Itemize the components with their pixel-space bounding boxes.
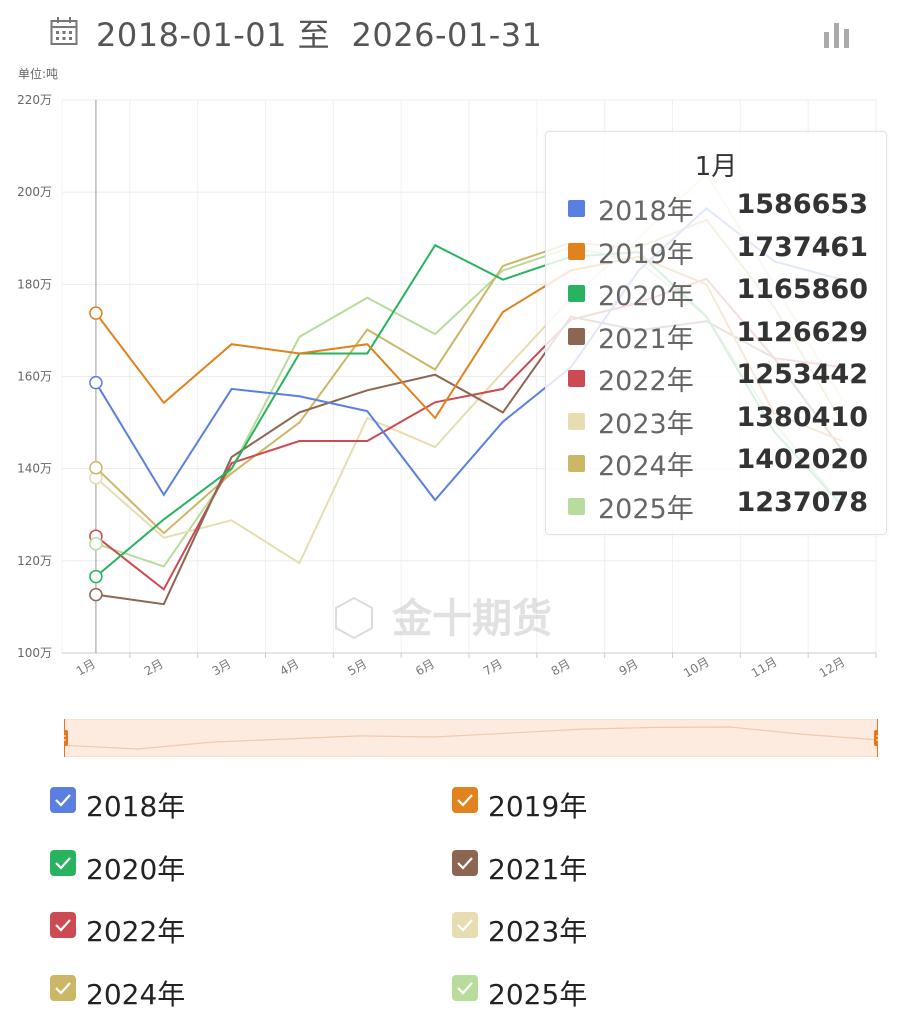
tooltip-row: 2021年 1126629	[568, 315, 868, 355]
zoom-handle-left[interactable]	[64, 719, 68, 757]
legend-label: 2021年	[488, 852, 588, 886]
legend-item[interactable]: 2025年	[452, 973, 712, 1011]
tooltip-row: 2019年 1737461	[568, 230, 868, 270]
y-tick-label: 120万	[17, 554, 52, 568]
tooltip-title: 1月	[694, 152, 738, 182]
x-tick-label: 2月	[142, 657, 166, 679]
tooltip-row: 2024年 1402020	[568, 442, 868, 482]
zoom-selected-range[interactable]	[64, 719, 878, 757]
tooltip-value: 1737461	[736, 231, 868, 263]
tooltip-value: 1126629	[736, 316, 868, 348]
checkbox-checked-icon[interactable]	[452, 974, 478, 1001]
x-tick-label: 12月	[817, 655, 848, 681]
tooltip-value: 1165860	[736, 274, 868, 305]
tooltip-swatch	[568, 200, 585, 217]
date-range-text[interactable]: 2018-01-01 至 2026-01-31	[96, 10, 542, 56]
highlight-point[interactable]	[89, 375, 103, 390]
legend-label: 2022年	[86, 915, 186, 948]
legend-item[interactable]: 2020年	[50, 848, 310, 886]
tooltip-row: 2022年 1253442	[568, 357, 868, 397]
chart-tooltip: 1月 2018年 1586653 2019年 1737461 2020年 1165860 2…	[545, 131, 887, 535]
y-tick-label: 140万	[17, 462, 52, 476]
tooltip-value: 1237078	[736, 486, 868, 518]
checkbox-checked-icon[interactable]	[50, 787, 76, 813]
legend-item[interactable]: 2021年	[452, 848, 712, 886]
watermark: 金十期货	[335, 596, 552, 642]
highlight-point[interactable]	[89, 587, 103, 602]
data-zoom-slider[interactable]	[64, 719, 878, 757]
tooltip-series-name: 2023年	[598, 408, 694, 440]
checkbox-checked-icon[interactable]	[50, 912, 76, 938]
tooltip-value: 1253442	[736, 359, 868, 390]
zoom-preview-line	[64, 726, 878, 750]
tooltip-row: 2020年 1165860	[568, 272, 868, 312]
legend-label: 2018年	[86, 790, 186, 823]
legend-label: 2020年	[86, 852, 186, 886]
legend-item[interactable]: 2022年	[50, 910, 310, 948]
tooltip-value: 1586653	[736, 189, 868, 220]
tooltip-series-name: 2025年	[598, 493, 694, 525]
tooltip-value: 1402020	[736, 444, 868, 475]
highlight-point[interactable]	[89, 460, 103, 475]
legend-item[interactable]: 2023年	[452, 910, 712, 948]
unit-label: 单位:吨	[18, 67, 59, 81]
range-separator: 至	[297, 16, 331, 54]
watermark-text: 金十期货	[391, 596, 552, 642]
tooltip-swatch	[568, 327, 585, 345]
highlight-point[interactable]	[89, 306, 103, 320]
y-tick-label: 200万	[17, 185, 52, 199]
tooltip-row: 2018年 1586653	[568, 187, 868, 227]
x-tick-label: 3月	[210, 657, 234, 679]
start-date: 2018-01-01	[96, 16, 287, 54]
zoom-handle-right[interactable]	[874, 719, 878, 757]
tooltip-series-name: 2020年	[598, 281, 694, 312]
tooltip-series-name: 2018年	[598, 196, 694, 227]
tooltip-swatch	[568, 455, 585, 472]
checkbox-checked-icon[interactable]	[452, 849, 478, 876]
tooltip-value: 1380410	[736, 401, 868, 433]
legend-label: 2019年	[488, 790, 588, 823]
tooltip-series-name: 2024年	[598, 451, 694, 482]
tooltip-series-name: 2022年	[598, 366, 694, 397]
legend-label: 2025年	[488, 977, 588, 1011]
x-tick-label: 6月	[413, 657, 437, 679]
legend-item[interactable]: 2018年	[50, 785, 310, 823]
x-tick-label: 11月	[749, 655, 780, 681]
x-tick-label: 5月	[345, 657, 369, 679]
highlight-point[interactable]	[89, 569, 103, 584]
tooltip-row: 2023年 1380410	[568, 400, 868, 440]
watermark-logo-icon	[335, 596, 373, 640]
y-tick-label: 160万	[17, 370, 52, 384]
tooltip-swatch	[568, 285, 585, 302]
x-tick-label: 4月	[277, 657, 301, 679]
legend-item[interactable]: 2019年	[452, 785, 712, 823]
tooltip-swatch	[568, 370, 585, 387]
x-tick-label: 7月	[481, 657, 505, 679]
tooltip-swatch	[568, 242, 585, 260]
tooltip-series-name: 2019年	[598, 238, 694, 270]
y-tick-label: 220万	[17, 93, 52, 107]
bar-chart-icon[interactable]	[822, 20, 852, 50]
tooltip-series-name: 2021年	[598, 323, 694, 355]
checkbox-checked-icon[interactable]	[452, 787, 478, 813]
x-tick-label: 1月	[74, 657, 98, 679]
calendar-icon[interactable]	[50, 16, 78, 46]
y-tick-label: 180万	[17, 277, 52, 291]
legend-label: 2023年	[488, 915, 588, 948]
tooltip-swatch	[568, 412, 585, 430]
highlight-point[interactable]	[89, 536, 103, 551]
checkbox-checked-icon[interactable]	[452, 912, 478, 938]
tooltip-row: 2025年 1237078	[568, 485, 868, 525]
checkbox-checked-icon[interactable]	[50, 849, 76, 876]
legend-item[interactable]: 2024年	[50, 973, 310, 1011]
date-range-header: 2018-01-01 至 2026-01-31	[0, 0, 902, 64]
legend-label: 2024年	[86, 977, 186, 1011]
x-tick-label: 9月	[617, 657, 641, 679]
checkbox-checked-icon[interactable]	[50, 974, 76, 1001]
x-tick-label: 10月	[681, 655, 712, 681]
x-tick-label: 8月	[549, 657, 573, 679]
end-date: 2026-01-31	[351, 16, 543, 54]
tooltip-swatch	[568, 497, 585, 515]
y-tick-label: 100万	[17, 646, 52, 660]
